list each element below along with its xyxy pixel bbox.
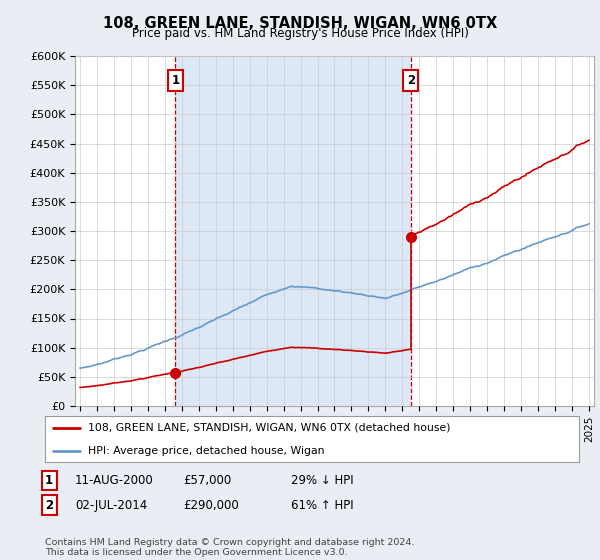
Text: 108, GREEN LANE, STANDISH, WIGAN, WN6 0TX: 108, GREEN LANE, STANDISH, WIGAN, WN6 0T… (103, 16, 497, 31)
Text: 1: 1 (172, 74, 179, 87)
Text: 11-AUG-2000: 11-AUG-2000 (75, 474, 154, 487)
Text: 2: 2 (407, 74, 415, 87)
Text: Price paid vs. HM Land Registry's House Price Index (HPI): Price paid vs. HM Land Registry's House … (131, 27, 469, 40)
Text: 108, GREEN LANE, STANDISH, WIGAN, WN6 0TX (detached house): 108, GREEN LANE, STANDISH, WIGAN, WN6 0T… (88, 423, 450, 432)
Text: £57,000: £57,000 (183, 474, 231, 487)
Text: 2: 2 (45, 498, 53, 512)
Text: 61% ↑ HPI: 61% ↑ HPI (291, 498, 353, 512)
Text: £290,000: £290,000 (183, 498, 239, 512)
Bar (175, 56, 411, 406)
Text: HPI: Average price, detached house, Wigan: HPI: Average price, detached house, Wiga… (88, 446, 324, 455)
Text: 1: 1 (45, 474, 53, 487)
Text: Contains HM Land Registry data © Crown copyright and database right 2024.
This d: Contains HM Land Registry data © Crown c… (45, 538, 415, 557)
Text: 29% ↓ HPI: 29% ↓ HPI (291, 474, 353, 487)
Text: 02-JUL-2014: 02-JUL-2014 (75, 498, 147, 512)
